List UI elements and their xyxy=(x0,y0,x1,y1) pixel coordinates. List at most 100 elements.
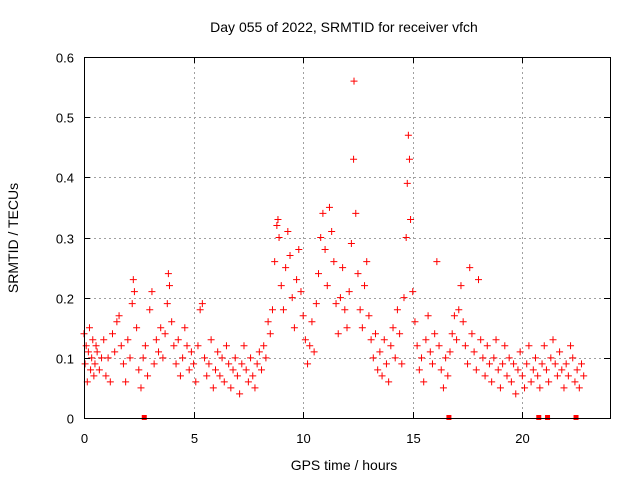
data-point xyxy=(365,312,373,320)
data-point xyxy=(312,300,320,308)
data-point xyxy=(150,360,158,368)
data-point xyxy=(290,324,298,332)
data-point xyxy=(81,360,89,368)
data-point xyxy=(251,384,259,392)
data-point xyxy=(168,318,176,326)
data-point xyxy=(547,354,555,362)
data-point xyxy=(264,318,272,326)
data-point xyxy=(144,372,152,380)
data-point xyxy=(214,348,222,356)
x-tick-label: 15 xyxy=(406,431,420,446)
y-tick-label: 0.5 xyxy=(56,111,74,126)
data-point xyxy=(115,312,123,320)
data-point xyxy=(135,366,143,374)
data-point xyxy=(371,330,379,338)
data-point xyxy=(350,155,358,163)
y-tick-label: 0.6 xyxy=(56,51,74,66)
data-point xyxy=(435,342,443,350)
data-point xyxy=(422,336,430,344)
data-point xyxy=(494,366,502,374)
data-point xyxy=(192,378,200,386)
data-point xyxy=(275,234,283,241)
data-point xyxy=(238,360,246,368)
data-point xyxy=(203,372,211,380)
data-point xyxy=(277,282,285,290)
data-point xyxy=(382,360,390,368)
data-point xyxy=(407,215,415,223)
data-point xyxy=(466,264,474,272)
data-point xyxy=(336,294,344,302)
data-point xyxy=(139,354,147,362)
baseline-marker xyxy=(536,415,542,420)
data-point xyxy=(255,348,263,356)
data-point xyxy=(181,324,189,332)
data-point xyxy=(571,378,579,386)
data-point xyxy=(536,384,544,392)
data-point xyxy=(172,360,180,368)
data-point xyxy=(157,324,165,332)
data-point xyxy=(106,378,114,386)
data-point xyxy=(356,306,364,314)
data-point xyxy=(549,336,557,344)
data-point xyxy=(92,342,100,350)
data-point xyxy=(218,354,226,362)
data-point xyxy=(534,372,542,380)
y-tick-label: 0.3 xyxy=(56,232,74,247)
data-point xyxy=(284,227,292,235)
data-point xyxy=(198,300,206,308)
data-point xyxy=(560,384,568,392)
data-point xyxy=(354,270,362,278)
baseline-marker xyxy=(545,415,551,420)
data-point xyxy=(485,360,493,368)
data-point xyxy=(363,258,371,266)
data-point xyxy=(176,372,184,380)
data-point xyxy=(514,366,522,374)
data-point xyxy=(293,276,301,284)
data-point xyxy=(415,366,423,374)
data-point xyxy=(446,348,454,356)
data-point xyxy=(490,354,498,362)
data-point xyxy=(240,342,248,350)
data-point xyxy=(137,384,145,392)
data-point xyxy=(258,366,266,374)
data-point xyxy=(345,288,353,296)
data-point xyxy=(165,282,173,290)
data-point xyxy=(453,336,461,344)
data-point xyxy=(556,348,564,356)
data-point xyxy=(503,372,511,380)
data-point xyxy=(236,390,244,398)
data-point xyxy=(387,342,395,350)
data-point xyxy=(369,354,377,362)
data-point xyxy=(119,360,127,368)
data-point xyxy=(301,336,309,344)
x-axis-label: GPS time / hours xyxy=(291,457,398,473)
data-point xyxy=(564,372,572,380)
data-point xyxy=(562,360,570,368)
data-point xyxy=(391,354,399,362)
data-point xyxy=(531,354,539,362)
x-tick-label: 0 xyxy=(81,431,88,446)
data-point xyxy=(431,330,439,338)
data-point xyxy=(389,324,397,332)
y-tick-labels: 0 0.1 0.2 0.3 0.4 0.5 0.6 xyxy=(56,51,74,427)
data-point xyxy=(437,366,445,374)
x-tick-label: 20 xyxy=(515,431,529,446)
data-point xyxy=(207,336,215,344)
data-point xyxy=(575,384,583,392)
data-point xyxy=(306,342,314,350)
data-point xyxy=(183,342,191,350)
data-point xyxy=(282,264,290,272)
data-point xyxy=(569,354,577,362)
data-point xyxy=(507,378,515,386)
data-point xyxy=(385,378,393,386)
data-point xyxy=(540,342,548,350)
data-point xyxy=(376,348,384,356)
data-point xyxy=(179,354,187,362)
data-point xyxy=(505,354,513,362)
data-point xyxy=(420,378,428,386)
y-tick-label: 0 xyxy=(67,412,74,427)
data-point xyxy=(129,276,137,284)
data-point xyxy=(510,360,518,368)
data-point xyxy=(286,252,294,260)
